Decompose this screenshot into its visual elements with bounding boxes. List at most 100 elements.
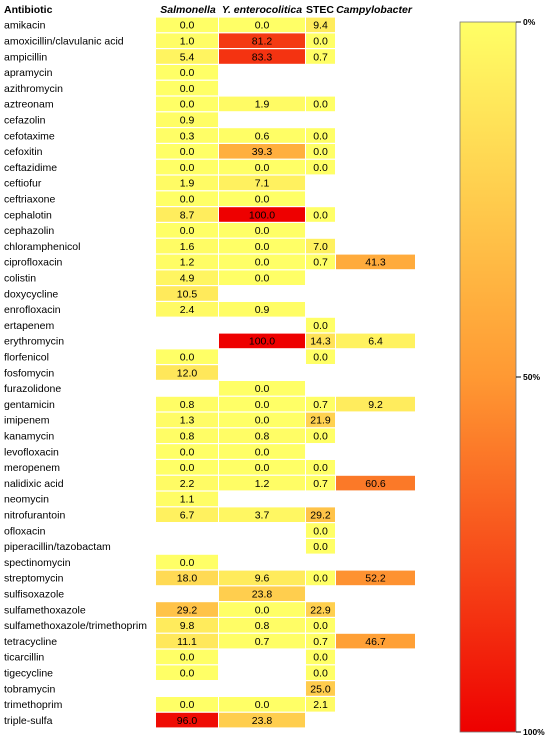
- row-label: amoxicillin/clavulanic acid: [4, 36, 124, 48]
- cell-value-label: 12.0: [177, 367, 198, 379]
- heatmap-cell: [306, 633, 335, 649]
- cell-value-label: 0.0: [255, 415, 270, 427]
- cell-value-label: 0.0: [313, 36, 328, 48]
- heatmap-cell: [156, 191, 218, 206]
- cell-value-label: 0.0: [313, 320, 328, 332]
- cell-value-label: 0.0: [313, 652, 328, 664]
- cell-value-label: 0.0: [255, 20, 270, 32]
- cell-value-label: 0.0: [313, 146, 328, 158]
- heatmap-cell: [306, 333, 335, 349]
- heatmap-cell: [219, 223, 305, 238]
- cell-value-label: 0.0: [180, 699, 195, 711]
- cell-value-label: 0.0: [255, 257, 270, 269]
- heatmap-cell: [156, 697, 218, 712]
- cell-value-label: 81.2: [252, 36, 273, 48]
- heatmap-cell: [219, 460, 305, 475]
- cell-value-label: 0.9: [255, 304, 270, 316]
- cell-value-label: 1.6: [180, 241, 195, 253]
- heatmap-cell: [156, 254, 218, 270]
- row-label: spectinomycin: [4, 557, 71, 569]
- cell-value-label: 0.8: [255, 431, 270, 443]
- cell-value-label: 100.0: [249, 336, 275, 348]
- heatmap-cell: [306, 618, 335, 633]
- row-label: imipenem: [4, 415, 50, 427]
- heatmap-cell: [306, 507, 335, 522]
- heatmap-cell: [336, 475, 415, 491]
- heatmap-cell: [219, 33, 305, 48]
- cell-value-label: 0.8: [180, 431, 195, 443]
- heatmap-cell: [156, 65, 218, 80]
- heatmap-cell: [219, 381, 305, 396]
- cell-value-label: 0.0: [180, 146, 195, 158]
- heatmap-cell: [219, 475, 305, 491]
- cell-value-label: 23.8: [252, 715, 273, 727]
- cell-value-label: 4.9: [180, 273, 195, 285]
- cell-value-label: 0.7: [313, 399, 328, 411]
- cell-value-label: 9.8: [180, 620, 195, 632]
- heatmap-cell: [219, 238, 305, 254]
- heatmap-cell: [156, 207, 218, 222]
- heatmap-cell: [219, 712, 305, 728]
- row-label: neomycin: [4, 494, 49, 506]
- cell-value-label: 0.0: [180, 462, 195, 474]
- cell-value-label: 0.7: [313, 636, 328, 648]
- cell-value-label: 22.9: [310, 604, 331, 616]
- cell-value-label: 25.0: [310, 683, 331, 695]
- heatmap-cell: [336, 254, 415, 270]
- heatmap-cell: [156, 665, 218, 680]
- heatmap-cell: [156, 460, 218, 475]
- row-labels: amikacin amoxicillin/clavulanic acid ampic…: [4, 20, 147, 727]
- heatmap-cell: [219, 270, 305, 285]
- cell-value-label: 46.7: [365, 636, 386, 648]
- heatmap-cell: [156, 412, 218, 428]
- cell-value-label: 0.0: [313, 130, 328, 142]
- cell-value-label: 100.0: [249, 209, 275, 221]
- cell-value-label: 0.7: [255, 636, 270, 648]
- heatmap-cell: [156, 712, 218, 728]
- cell-value-label: 52.2: [365, 573, 386, 585]
- heatmap-cells: 0.0 0.0 9.4 1.0 81.2 0.0 5.4 83.3 0.7 0.0 0.0 0.0 1.…: [156, 17, 415, 728]
- cell-value-label: 0.0: [255, 699, 270, 711]
- heatmap-cell: [219, 570, 305, 586]
- cell-value-label: 0.7: [313, 51, 328, 63]
- row-label: sulfisoxazole: [4, 589, 64, 601]
- heatmap-cell: [306, 412, 335, 428]
- cell-value-label: 0.0: [255, 446, 270, 458]
- heatmap-cell: [219, 444, 305, 459]
- cell-value-label: 0.0: [180, 99, 195, 111]
- heatmap-cell: [306, 349, 335, 364]
- heatmap-cell: [336, 333, 415, 349]
- heatmap-cell: [156, 428, 218, 443]
- row-label: nitrofurantoin: [4, 510, 65, 522]
- cell-value-label: 0.0: [180, 652, 195, 664]
- row-label: cephalotin: [4, 209, 52, 221]
- cell-value-label: 0.0: [313, 99, 328, 111]
- colorbar: 0% 50% 100%: [459, 17, 545, 737]
- cell-value-label: 29.2: [177, 604, 198, 616]
- heatmap-cell: [219, 633, 305, 649]
- row-label: streptomycin: [4, 573, 64, 585]
- heatmap-cell: [306, 17, 335, 33]
- cell-value-label: 0.0: [313, 541, 328, 553]
- cell-value-label: 0.0: [180, 83, 195, 95]
- heatmap-cell: [219, 175, 305, 191]
- heatmap-cell: [219, 159, 305, 175]
- cell-value-label: 0.0: [180, 20, 195, 32]
- cell-value-label: 0.0: [180, 67, 195, 79]
- heatmap-cell: [219, 191, 305, 206]
- row-label: ceftiofur: [4, 178, 42, 190]
- row-label: ciprofloxacin: [4, 257, 63, 269]
- heatmap-cell: [156, 349, 218, 364]
- cell-value-label: 0.0: [313, 573, 328, 585]
- heatmap-cell: [219, 507, 305, 522]
- heatmap-cell: [306, 396, 335, 412]
- cell-value-label: 1.9: [180, 178, 195, 190]
- heatmap-cell: [306, 207, 335, 222]
- cell-value-label: 0.0: [255, 383, 270, 395]
- heatmap-cell: [306, 49, 335, 64]
- heatmap-cell: [156, 49, 218, 64]
- row-label: azithromycin: [4, 83, 63, 95]
- cell-value-label: 60.6: [365, 478, 386, 490]
- cell-value-label: 41.3: [365, 257, 386, 269]
